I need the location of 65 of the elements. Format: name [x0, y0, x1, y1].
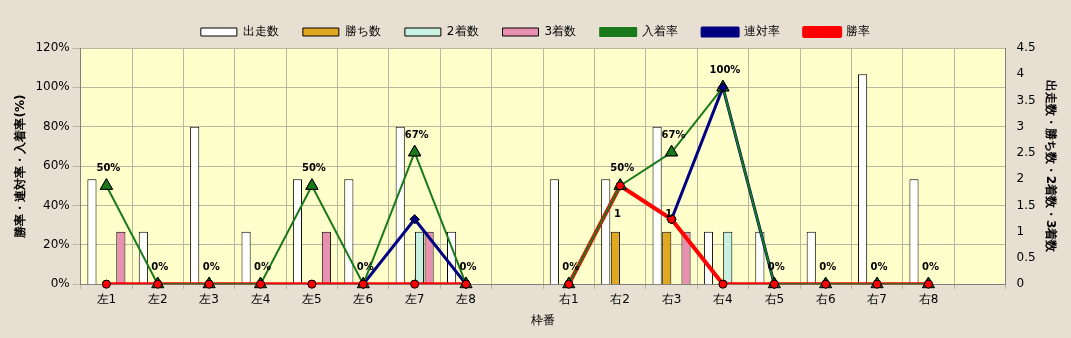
y2-tick-label: 0	[1016, 276, 1025, 291]
point	[410, 279, 420, 289]
x-tick-label: 左7	[404, 291, 425, 306]
legend-label: 勝率	[846, 24, 871, 39]
data-label: 0%	[921, 260, 939, 272]
point	[101, 279, 111, 289]
data-label: 0%	[202, 260, 220, 272]
x-tick-label: 右6	[815, 291, 836, 306]
x-tick-label: 右5	[764, 291, 785, 306]
x-tick-label: 左4	[250, 291, 271, 306]
y2-tick-label: 4	[1016, 66, 1025, 81]
x-tick-label: 左2	[147, 291, 168, 306]
legend-label: 2着数	[446, 24, 479, 39]
point	[305, 178, 319, 190]
y2-tick-label: 3.5	[1016, 92, 1036, 107]
y2-axis-title: 出走数・勝ち数・2着数・3着数	[1043, 79, 1058, 254]
point	[408, 144, 422, 157]
x-tick-label: 右1	[558, 291, 579, 306]
x-tick-label: 右8	[918, 291, 939, 306]
x-tick-label: 右2	[610, 291, 630, 306]
x-tick-label: 左3	[199, 291, 219, 306]
y2-tick-label: 2	[1016, 171, 1025, 186]
x-tick-label: 右3	[661, 291, 682, 306]
x-tick-label: 右4	[713, 291, 733, 306]
data-label: 67%	[661, 128, 686, 140]
point	[307, 279, 317, 289]
data-label: 0%	[819, 260, 837, 272]
y-axis-title: 勝率・連対率・入着率(%)	[13, 94, 28, 239]
data-label: 1	[613, 208, 621, 220]
x-tick-label: 左8	[456, 291, 476, 306]
y2-tick-label: 2.5	[1016, 145, 1036, 160]
y-tick-label: 40%	[43, 197, 70, 212]
x-tick-label: 左1	[96, 291, 117, 306]
y2-tick-label: 4.5	[1016, 40, 1036, 55]
y-tick-label: 60%	[43, 158, 70, 173]
y-tick-label: 0%	[50, 276, 70, 291]
data-label: 0%	[151, 260, 169, 272]
x-axis-title: 枠番	[530, 312, 556, 327]
point	[409, 214, 420, 225]
data-label: 50%	[610, 162, 635, 174]
point	[665, 144, 679, 157]
legend-label: 勝ち数	[344, 24, 381, 39]
legend-label: 連対率	[744, 24, 781, 39]
data-label: 0%	[459, 260, 477, 272]
data-label: 50%	[301, 162, 326, 174]
y-tick-label: 20%	[43, 236, 70, 251]
data-label: 0%	[870, 260, 888, 272]
y-tick-label: 100%	[35, 79, 70, 94]
x-tick-label: 左5	[302, 291, 322, 306]
y-tick-label: 120%	[35, 40, 70, 55]
x-tick-label: 左6	[353, 291, 374, 306]
x-tick-label: 右7	[867, 291, 887, 306]
point	[99, 178, 113, 190]
data-label: 50%	[96, 162, 121, 174]
legend-label: 出走数	[242, 24, 279, 39]
legend-label: 3着数	[544, 24, 577, 39]
legend-label: 入着率	[642, 24, 679, 39]
point	[718, 279, 728, 289]
y2-tick-label: 0.5	[1016, 250, 1036, 265]
y-tick-label: 80%	[43, 118, 70, 133]
y2-tick-label: 3	[1016, 118, 1025, 133]
y2-tick-label: 1.5	[1016, 197, 1036, 212]
y2-tick-label: 1	[1016, 223, 1025, 238]
data-label: 100%	[709, 63, 741, 75]
data-label: 67%	[404, 128, 429, 140]
